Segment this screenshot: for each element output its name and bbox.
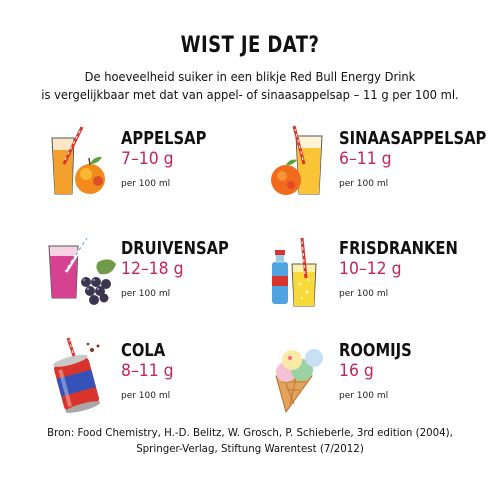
intro-line: De hoeveelheid suiker in een blikje Red … — [84, 69, 416, 84]
page-title: WIST JE DAT? — [180, 33, 320, 58]
source-line: Springer-Verlag, Stiftung Warentest (7/2… — [136, 442, 364, 455]
item-unit: per 100 ml — [121, 179, 171, 189]
source-note: Bron: Food Chemistry, H.-D. Belitz, W. G… — [0, 425, 500, 457]
item-unit: per 100 ml — [121, 391, 171, 401]
item-name: COLA — [121, 340, 166, 361]
item-orange-juice: SINAASAPPELSAP 6–11 g per 100 ml — [262, 124, 486, 214]
item-cola: COLA 8–11 g per 100 ml — [44, 336, 259, 426]
item-amount: 16 g — [339, 361, 374, 381]
intro-line: is vergelijkbaar met dat van appel- of s… — [41, 87, 459, 102]
cola-can-icon — [52, 337, 101, 413]
source-line: Bron: Food Chemistry, H.-D. Belitz, W. G… — [47, 426, 453, 439]
item-name: SINAASAPPELSAP — [339, 128, 487, 149]
ice-cream-icon — [275, 349, 323, 414]
item-amount: 7–10 g — [121, 149, 174, 169]
item-unit: per 100 ml — [339, 391, 389, 401]
soft-drinks-icon — [272, 237, 317, 307]
orange-juice-icon — [271, 125, 323, 195]
item-unit: per 100 ml — [339, 289, 389, 299]
item-apple-juice: APPELSAP 7–10 g per 100 ml — [44, 124, 259, 214]
item-name: FRISDRANKEN — [339, 238, 458, 259]
apple-juice-icon — [51, 126, 105, 195]
item-amount: 6–11 g — [339, 149, 392, 169]
item-grape-juice: DRUIVENSAP 12–18 g per 100 ml — [44, 234, 259, 324]
item-amount: 10–12 g — [339, 259, 402, 279]
item-name: ROOMIJS — [339, 340, 412, 361]
item-unit: per 100 ml — [339, 179, 389, 189]
item-name: APPELSAP — [121, 128, 207, 149]
item-amount: 8–11 g — [121, 361, 174, 381]
item-ice-cream: ROOMIJS 16 g per 100 ml — [262, 336, 477, 426]
item-soft-drinks: FRISDRANKEN 10–12 g per 100 ml — [262, 234, 477, 324]
grape-juice-icon — [48, 236, 116, 305]
item-name: DRUIVENSAP — [121, 238, 229, 259]
item-amount: 12–18 g — [121, 259, 184, 279]
intro-text: De hoeveelheid suiker in een blikje Red … — [0, 68, 500, 104]
item-unit: per 100 ml — [121, 289, 171, 299]
